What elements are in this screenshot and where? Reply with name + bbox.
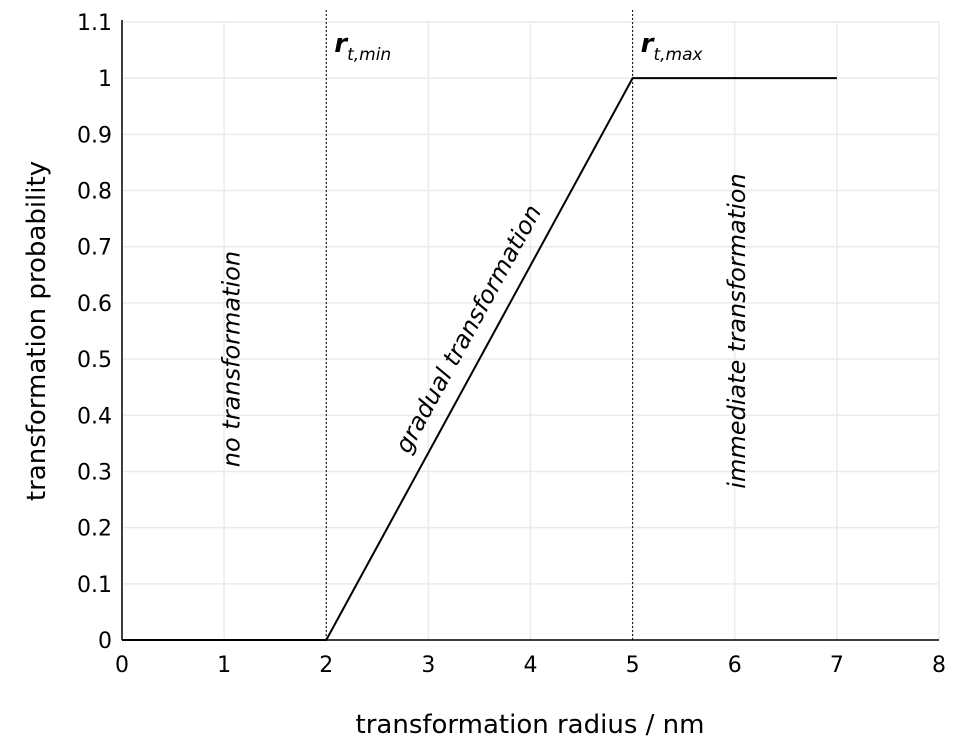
tick-labels: 0 1 2 3 4 5 6 7 8 0 0.1 0.2 0.3 0.4 0.5 0.6 0.7 0.8 0.9 1 1.…	[77, 11, 946, 678]
y-tick-label: 0.3	[77, 460, 112, 485]
y-tick-label: 0.4	[77, 404, 112, 429]
marker-label-subscript: t,min	[347, 45, 391, 65]
x-tick-label: 3	[421, 653, 435, 678]
y-tick-label: 1	[98, 67, 112, 92]
y-tick-label: 0.1	[77, 573, 112, 598]
annotation-label: immediate transformation	[723, 173, 751, 488]
y-tick-label: 0.7	[77, 236, 112, 261]
x-tick-label: 0	[115, 653, 129, 678]
y-tick-label: 0.9	[77, 123, 112, 148]
x-tick-label: 2	[319, 653, 333, 678]
y-tick-label: 0	[98, 629, 112, 654]
x-tick-label: 7	[830, 653, 844, 678]
y-tick-label: 0.8	[77, 180, 112, 205]
y-tick-label: 0.5	[77, 348, 112, 373]
x-tick-label: 8	[932, 653, 946, 678]
x-tick-label: 6	[728, 653, 742, 678]
y-tick-label: 0.2	[77, 517, 112, 542]
annotation-label: gradual transformation	[389, 200, 547, 457]
axes	[121, 20, 939, 641]
vertical-markers: rt,min rt,max	[325, 10, 704, 640]
x-tick-label: 1	[217, 653, 231, 678]
y-tick-label: 1.1	[77, 11, 112, 36]
annotation-label: no transformation	[217, 251, 245, 467]
y-tick-label: 0.6	[77, 292, 112, 317]
marker-label: rt,min	[334, 29, 391, 65]
x-axis-label: transformation radius / nm	[356, 710, 705, 740]
marker-label-subscript: t,max	[653, 45, 703, 65]
y-axis-label: transformation probability	[22, 161, 52, 501]
marker-label: rt,max	[641, 29, 704, 65]
annotations: no transformation gradual transformation i…	[217, 173, 751, 488]
grid	[121, 21, 940, 641]
x-tick-label: 5	[626, 653, 640, 678]
x-tick-label: 4	[524, 653, 538, 678]
